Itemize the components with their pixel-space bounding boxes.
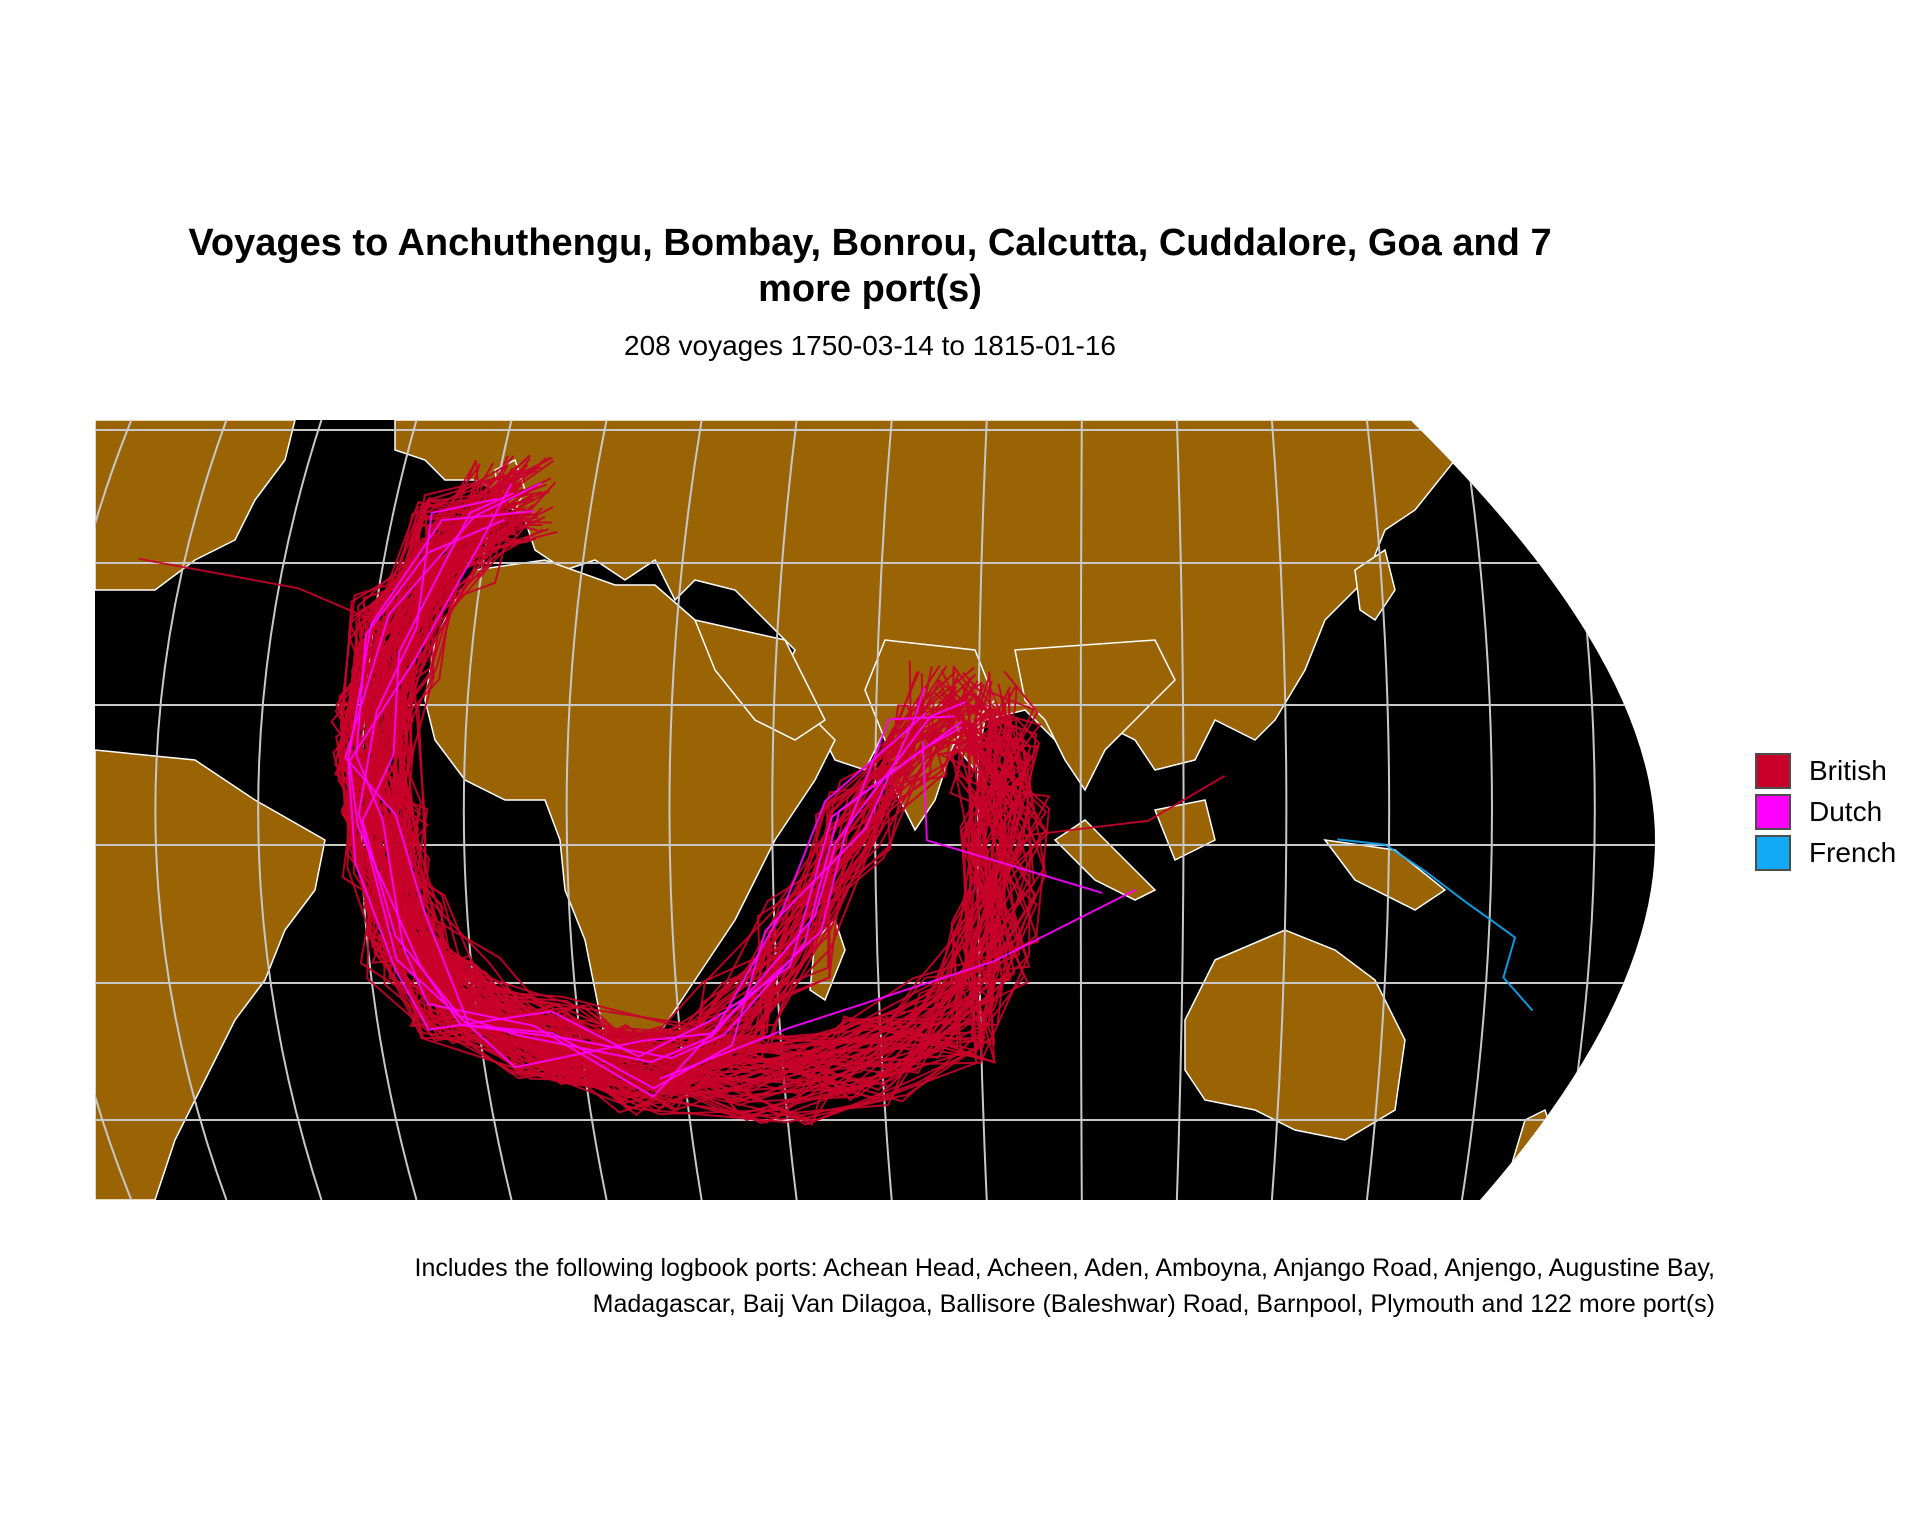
title-line-2: more port(s) bbox=[758, 268, 982, 310]
graticule-meridian bbox=[1270, 420, 1288, 1200]
chart-subtitle: 208 voyages 1750-03-14 to 1815-01-16 bbox=[624, 330, 1116, 361]
land-arabia bbox=[693, 618, 826, 741]
route-dutch bbox=[659, 888, 1137, 1080]
land-new-guinea bbox=[1323, 839, 1447, 911]
legend-swatch-british bbox=[1755, 752, 1791, 789]
route-british bbox=[360, 484, 962, 1059]
route-french bbox=[1337, 838, 1534, 1012]
graticule-meridian bbox=[257, 420, 323, 1200]
route-dutch bbox=[348, 483, 963, 1060]
route-british bbox=[371, 525, 946, 1087]
title-line-1: Voyages to Anchuthengu, Bombay, Bonrou, … bbox=[188, 222, 1552, 264]
graticule-meridian bbox=[154, 420, 228, 1200]
graticule-meridian bbox=[1079, 420, 1083, 1200]
graticule-meridian bbox=[1365, 420, 1391, 1200]
route-british bbox=[345, 517, 973, 1056]
route-british bbox=[348, 506, 976, 1044]
graticule-meridian bbox=[1175, 420, 1185, 1200]
land-north-america bbox=[95, 420, 296, 591]
route-dutch bbox=[361, 492, 966, 1064]
legend-swatch-french bbox=[1755, 834, 1791, 871]
legend-item-french: French bbox=[1755, 832, 1896, 873]
voyage-map bbox=[95, 420, 1655, 1200]
route-dutch bbox=[355, 518, 955, 1098]
route-british bbox=[366, 506, 927, 1082]
legend-item-dutch: Dutch bbox=[1755, 791, 1896, 832]
legend-label-dutch: Dutch bbox=[1809, 795, 1883, 827]
chart-title: Voyages to Anchuthengu, Bombay, Bonrou, … bbox=[50, 220, 1690, 312]
route-british bbox=[346, 518, 939, 1065]
route-british bbox=[997, 775, 1226, 840]
route-british bbox=[346, 498, 922, 1041]
legend-label-french: French bbox=[1809, 836, 1897, 868]
graticule-meridian bbox=[565, 420, 608, 1200]
route-british bbox=[351, 496, 960, 1053]
land-south-america bbox=[95, 749, 326, 1200]
legend-label-british: British bbox=[1809, 754, 1887, 786]
legend-item-british: British bbox=[1755, 750, 1896, 791]
route-dutch bbox=[921, 740, 1103, 894]
voyage-routes bbox=[138, 454, 1534, 1126]
legend-swatch-dutch bbox=[1755, 793, 1791, 830]
caption-line-1: Includes the following logbook ports: Ac… bbox=[414, 1254, 1715, 1282]
route-british bbox=[383, 485, 929, 1101]
route-dutch bbox=[344, 482, 926, 1090]
route-dutch bbox=[347, 510, 963, 1058]
route-british bbox=[360, 499, 957, 1070]
graticule-meridian bbox=[1460, 420, 1493, 1200]
route-dutch bbox=[357, 497, 927, 1069]
legend: British Dutch French bbox=[1755, 750, 1896, 873]
caption: Includes the following logbook ports: Ac… bbox=[120, 1250, 1715, 1322]
caption-line-2: Madagascar, Baij Van Dilagoa, Ballisore … bbox=[592, 1290, 1715, 1318]
